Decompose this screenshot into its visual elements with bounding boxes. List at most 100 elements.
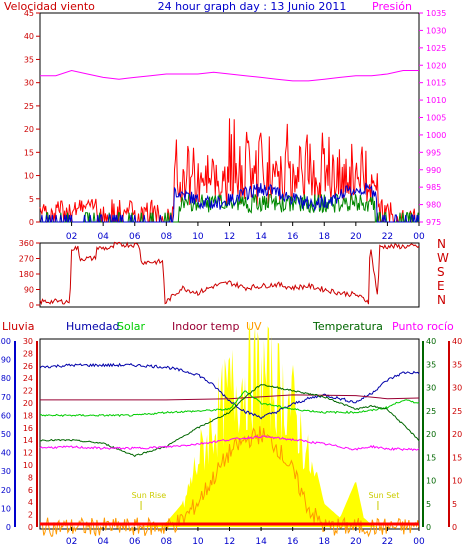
direction-compass-label: W <box>437 251 449 265</box>
rain-label: Lluvia <box>2 320 34 333</box>
wind-tick-label: 0 <box>29 218 34 227</box>
pressure-tick-label: 980 <box>426 201 441 210</box>
humidity-tick-label: 80 <box>1 374 11 383</box>
direction-compass-label: N <box>437 237 446 251</box>
dew-tick-label: 5 <box>426 500 431 509</box>
wind-tick-label: 45 <box>24 9 34 18</box>
humidity-tick-label: 0 <box>6 523 11 532</box>
wind-x-tick-label: 20 <box>350 232 362 242</box>
wind-tick-label: 10 <box>24 172 34 181</box>
humidity-label: Humedad <box>66 320 119 333</box>
temp-tick-label: 2 <box>28 511 33 520</box>
pressure-tick-label: 1005 <box>426 114 446 123</box>
temp-x-tick-label: 08 <box>161 537 173 547</box>
temp-tick-label: 6 <box>28 486 33 495</box>
pressure-tick-label: 1030 <box>426 26 446 35</box>
humidity-line <box>39 362 420 420</box>
temp-x-tick-label: 16 <box>287 537 299 547</box>
direction-tick-label: 0 <box>29 301 34 310</box>
temp-tick-label: 22 <box>23 387 33 396</box>
temp-tick-label: 12 <box>23 449 33 458</box>
temp-tick-label: 0 <box>28 523 33 532</box>
dew-tick-label: 15 <box>426 453 436 462</box>
panel-wind: 0510152025303540459759809859909951000100… <box>24 9 447 242</box>
humidity-tick-label: 60 <box>1 411 11 420</box>
sunset-annotation: Sun Set <box>368 491 399 500</box>
temp-x-tick-label: 00 <box>413 537 425 547</box>
direction-compass-label: S <box>437 265 445 279</box>
pressure-tick-label: 1010 <box>426 96 446 105</box>
temp-tick-label: 26 <box>23 362 33 371</box>
panel-wind-frame <box>39 12 420 223</box>
sunrise-annotation: Sun Rise <box>132 491 167 500</box>
right-tick-label: 30 <box>452 384 462 393</box>
temp-x-tick-label: 20 <box>350 537 362 547</box>
pressure-tick-label: 1000 <box>426 131 446 140</box>
direction-tick-label: 270 <box>19 255 34 264</box>
temp-tick-label: 24 <box>23 374 33 383</box>
direction-tick-label: 360 <box>19 239 34 248</box>
wind-x-tick-label: 02 <box>66 232 77 242</box>
humidity-tick-label: 100 <box>0 337 11 346</box>
dew-tick-label: 30 <box>426 384 436 393</box>
indoor-temp-line <box>40 394 420 401</box>
dew-tick-label: 10 <box>426 477 436 486</box>
wind-tick-label: 25 <box>24 102 34 111</box>
pressure-tick-label: 1025 <box>426 44 446 53</box>
right-tick-label: 10 <box>452 477 462 486</box>
graph-title: 24 hour graph day : 13 Junio 2011 <box>158 0 347 13</box>
temp-tick-label: 8 <box>28 473 33 482</box>
wind-tick-label: 20 <box>24 125 34 134</box>
pressure-label: Presión <box>372 0 412 13</box>
temp-tick-label: 16 <box>23 424 33 433</box>
wind-x-tick-label: 10 <box>192 232 204 242</box>
dew-tick-label: 0 <box>426 523 431 532</box>
wind-label: Velocidad viento <box>4 0 95 13</box>
temp-x-tick-label: 22 <box>382 537 393 547</box>
temp-tick-label: 14 <box>23 436 33 445</box>
direction-compass-label: E <box>437 279 445 293</box>
wind-tick-label: 30 <box>24 79 34 88</box>
humidity-tick-label: 50 <box>1 430 11 439</box>
wind-x-tick-label: 16 <box>287 232 299 242</box>
uv-label: UV <box>246 320 262 333</box>
wind-x-tick-label: 04 <box>97 232 109 242</box>
wind-x-tick-label: 00 <box>413 232 425 242</box>
direction-tick-label: 180 <box>19 270 34 279</box>
right-tick-label: 0 <box>452 523 457 532</box>
solar-radiation-area <box>142 321 378 527</box>
right-tick-label: 35 <box>452 360 462 369</box>
temp-tick-label: 20 <box>23 399 33 408</box>
pressure-line <box>40 69 419 82</box>
wind-tick-label: 40 <box>24 32 34 41</box>
temperature-label: Temperatura <box>312 320 383 333</box>
dew-tick-label: 40 <box>426 337 436 346</box>
wind-tick-label: 15 <box>24 148 34 157</box>
temp-tick-label: 10 <box>23 461 33 470</box>
temp-tick-label: 28 <box>23 349 33 358</box>
temp-x-tick-label: 02 <box>66 537 77 547</box>
wind-gust-line <box>39 118 419 223</box>
solar-green-line <box>39 390 420 418</box>
temp-x-tick-label: 12 <box>224 537 235 547</box>
right-tick-label: 5 <box>452 500 457 509</box>
wind-x-tick-label: 12 <box>224 232 235 242</box>
wind-direction-line <box>39 241 420 306</box>
pressure-tick-label: 975 <box>426 218 441 227</box>
temp-x-tick-label: 04 <box>97 537 109 547</box>
temp-x-tick-label: 18 <box>319 537 331 547</box>
temp-tick-label: 18 <box>23 411 33 420</box>
humidity-tick-label: 70 <box>1 393 11 402</box>
humidity-tick-label: 90 <box>1 356 11 365</box>
solar-label: Solar <box>117 320 146 333</box>
pressure-tick-label: 995 <box>426 148 441 157</box>
temperature-line <box>39 384 420 458</box>
panel-temperature: 0102030405060708090100024681012141618202… <box>0 321 462 547</box>
humidity-tick-label: 20 <box>1 486 11 495</box>
wind-x-tick-label: 06 <box>129 232 141 242</box>
dewpoint-label: Punto rocío <box>392 320 454 333</box>
wind-x-tick-label: 08 <box>161 232 173 242</box>
temp-x-tick-label: 06 <box>129 537 141 547</box>
